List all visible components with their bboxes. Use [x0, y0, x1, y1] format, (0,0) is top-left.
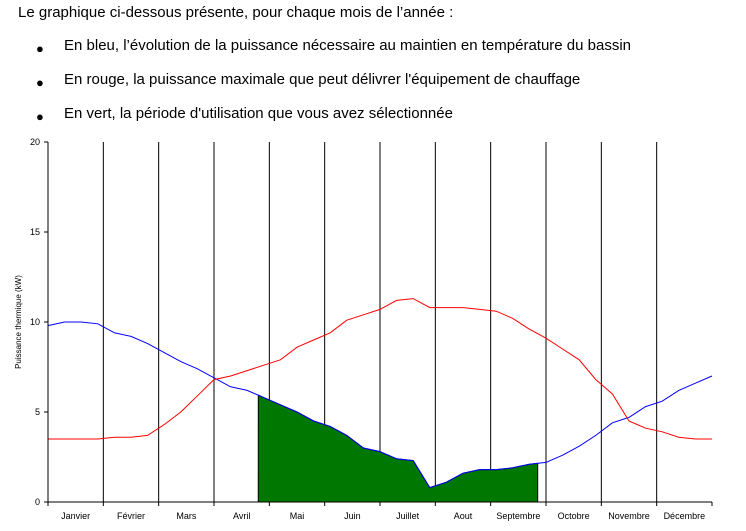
series-line-blue: [47, 321, 713, 489]
legend-item-blue: ● En bleu, l’évolution de la puissance né…: [34, 36, 631, 70]
intro-text: Le graphique ci-dessous présente, pour c…: [18, 4, 454, 21]
month-label: Juin: [344, 511, 361, 521]
y-axis-label: Puissance thermique (kW): [14, 275, 23, 369]
legend-text-red: En rouge, la puissance maximale que peut…: [64, 71, 581, 88]
month-label: Janvier: [61, 511, 90, 521]
bullet-icon: ●: [36, 41, 44, 56]
legend-list: ● En bleu, l’évolution de la puissance né…: [34, 36, 631, 138]
month-label: Mars: [176, 511, 196, 521]
month-label: Octobre: [558, 511, 590, 521]
y-tick-label: 20: [30, 137, 40, 147]
y-tick-label: 5: [35, 407, 40, 417]
month-label: Septembre: [496, 511, 540, 521]
month-label: Aout: [454, 511, 473, 521]
month-label: Novembre: [608, 511, 650, 521]
month-label: Décembre: [664, 511, 706, 521]
month-label: Mai: [290, 511, 305, 521]
month-label: Avril: [233, 511, 250, 521]
legend-item-red: ● En rouge, la puissance maximale que peu…: [34, 70, 631, 104]
bullet-icon: ●: [36, 75, 44, 90]
y-tick-label: 10: [30, 317, 40, 327]
legend-item-green: ● En vert, la période d'utilisation que v…: [34, 104, 631, 138]
month-label: Juillet: [396, 511, 420, 521]
y-tick-label: 0: [35, 497, 40, 507]
legend-text-green: En vert, la période d'utilisation que vo…: [64, 105, 453, 122]
y-tick-label: 15: [30, 227, 40, 237]
selected-period-area: [257, 394, 539, 503]
legend-text-blue: En bleu, l’évolution de la puissance néc…: [64, 37, 632, 54]
power-chart: 0 5 10 15 20 Janvier Février Mars Avril Mai Juin Ju…: [14, 137, 713, 521]
month-label: Février: [117, 511, 145, 521]
series-line-red: [48, 298, 712, 440]
bullet-icon: ●: [36, 109, 44, 124]
